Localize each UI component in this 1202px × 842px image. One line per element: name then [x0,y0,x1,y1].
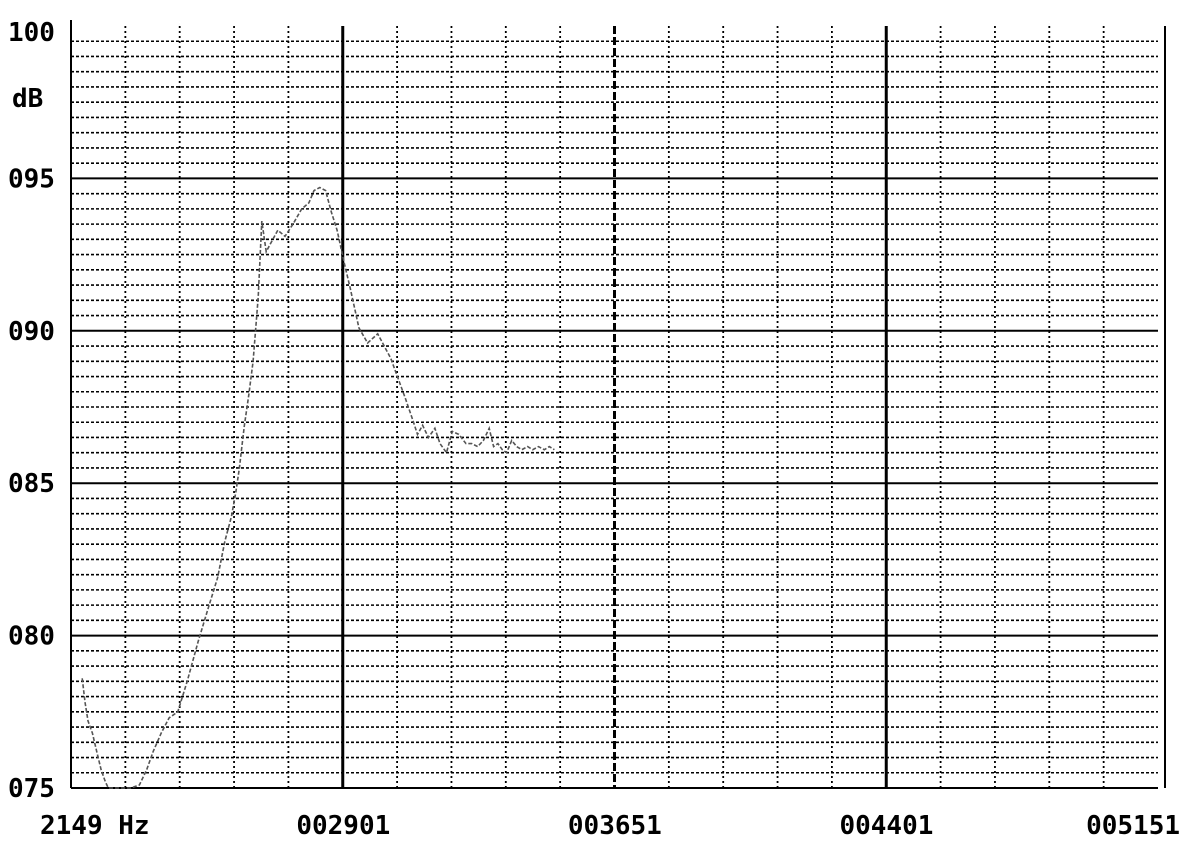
x-tick-label: 005151 [1086,811,1180,841]
chart-axes [70,20,1166,789]
x-tick-label: 004401 [839,811,933,841]
y-tick-label: 085 [8,469,55,499]
y-tick-label: 090 [8,317,55,347]
x-tick-label: 003651 [568,811,662,841]
y-axis-label: dB [12,84,43,114]
y-axis-ticks: 100 095 090 085 080 075 [8,18,55,804]
y-tick-label: 075 [8,774,55,804]
chart-series [81,186,555,789]
x-tick-label: 2149 Hz [40,811,150,841]
chart-grid [71,26,1158,788]
x-axis-ticks: 2149 Hz 002901 003651 004401 005151 [40,811,1180,841]
y-tick-label: 095 [8,164,55,194]
y-tick-label: 100 [8,18,55,48]
x-tick-label: 002901 [296,811,390,841]
series-line-0 [81,186,555,789]
y-tick-label: 080 [8,622,55,652]
